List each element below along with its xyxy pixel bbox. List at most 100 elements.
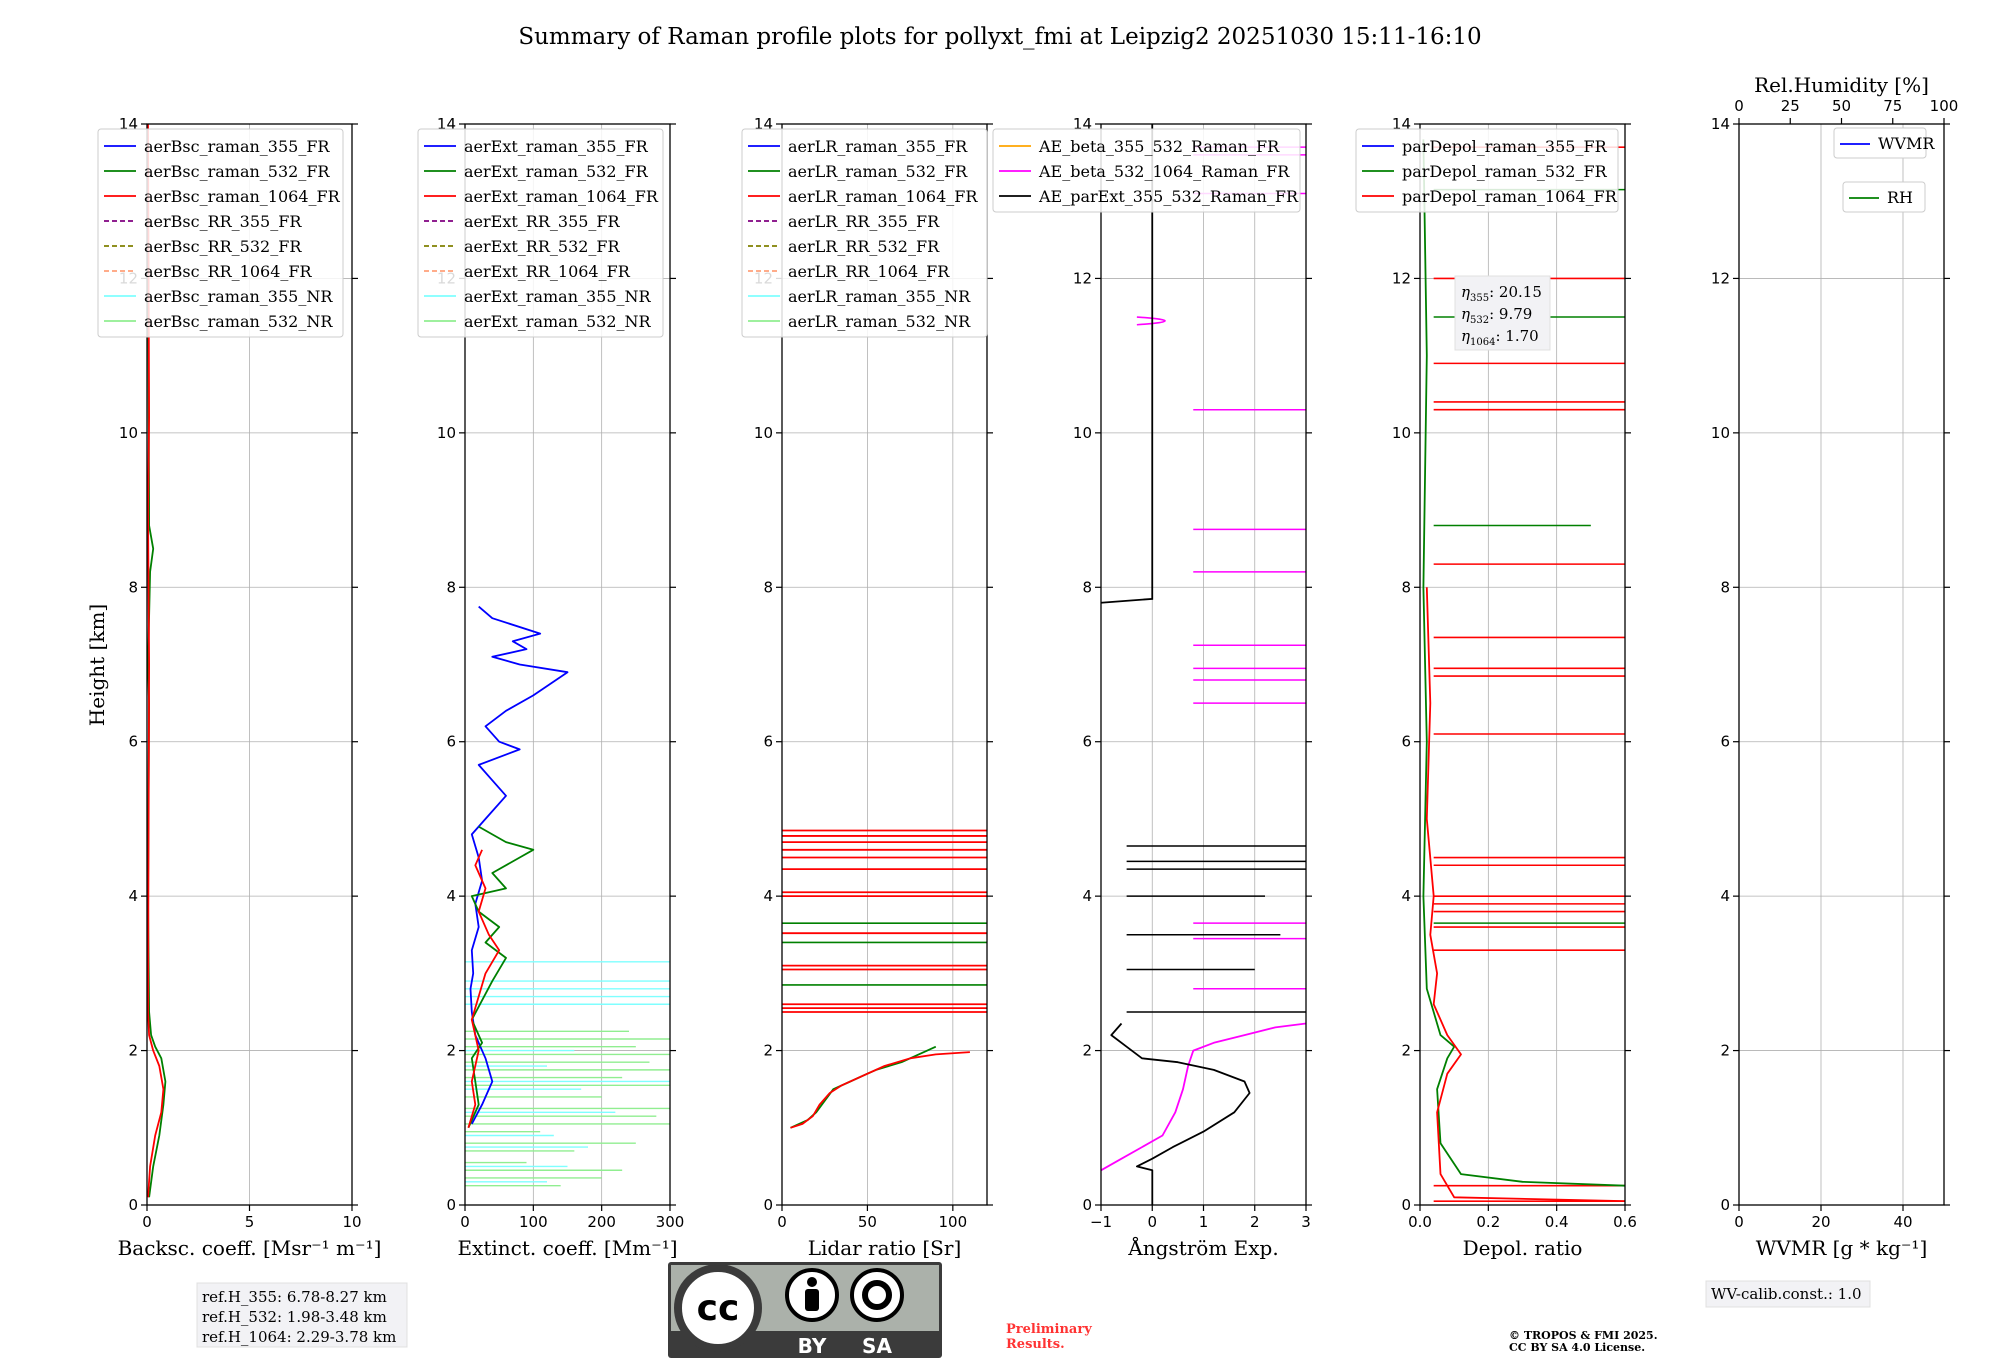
data-area	[465, 605, 670, 1187]
x-axis-label: WVMR [g * kg⁻¹]	[1756, 1236, 1928, 1260]
legend-label: aerLR_raman_1064_FR	[788, 187, 978, 206]
series-parDepol_raman_1064_FR	[1425, 587, 1625, 1202]
axes-frame	[1100, 123, 1307, 1206]
x-tick-label: −1	[1090, 1213, 1112, 1231]
y-tick-label: 6	[446, 733, 456, 751]
legend-label: aerLR_RR_355_FR	[788, 212, 940, 231]
series-aerBsc_raman_1064_FR	[147, 124, 165, 1198]
panel-backscatter: 024681012140510Backsc. coeff. [Msr⁻¹ m⁻¹…	[97, 115, 382, 1260]
x-tick-label: 0	[777, 1213, 787, 1231]
x-tick-label: 0.0	[1408, 1213, 1432, 1231]
legend-label: aerLR_raman_355_FR	[788, 137, 968, 156]
y-tick-label: 4	[763, 887, 773, 905]
x-tick-label: 5	[245, 1213, 255, 1231]
axes-frame	[146, 123, 353, 1206]
x-tick-label: 20	[1811, 1213, 1830, 1231]
legend: AE_beta_355_532_Raman_FR AE_beta_532_1064…	[992, 128, 1301, 213]
sa-label: SA	[862, 1334, 892, 1358]
legend-label: aerLR_RR_532_FR	[788, 237, 940, 256]
legend-box	[417, 128, 664, 338]
y-tick-label: 8	[1720, 578, 1730, 596]
x-tick-label: 300	[656, 1213, 685, 1231]
x-tick-label: 0.2	[1476, 1213, 1500, 1231]
legend-label: parDepol_raman_1064_FR	[1402, 187, 1618, 206]
x-axis-label: Backsc. coeff. [Msr⁻¹ m⁻¹]	[118, 1236, 382, 1260]
axes-frame	[464, 123, 671, 1206]
axes-frame	[1419, 123, 1626, 1206]
legend-label: aerExt_raman_355_NR	[464, 287, 652, 306]
x-axis-label: Depol. ratio	[1463, 1236, 1583, 1260]
preliminary-line-1: Preliminary	[1006, 1322, 1092, 1337]
y-tick-label: 0	[1720, 1196, 1730, 1214]
x-tick-label: 0	[142, 1213, 152, 1231]
y-tick-label: 0	[1082, 1196, 1092, 1214]
y-tick-label: 12	[1392, 269, 1411, 287]
legend-label: aerLR_raman_532_NR	[788, 312, 971, 331]
y-tick-label: 6	[1720, 733, 1730, 751]
x-tick-label: 1	[1199, 1213, 1209, 1231]
y-tick-label: 8	[1401, 578, 1411, 596]
top-x-tick-label: 25	[1781, 97, 1800, 115]
top-x-tick-label: 100	[1930, 97, 1959, 115]
x-axis-label: Ångström Exp.	[1127, 1235, 1278, 1260]
x-tick-label: 0	[1734, 1213, 1744, 1231]
legend-label: aerBsc_raman_532_FR	[144, 162, 330, 181]
top-axis-label: Rel.Humidity [%]	[1754, 73, 1929, 97]
legend-label: AE_parExt_355_532_Raman_FR	[1038, 187, 1299, 206]
y-tick-label: 8	[128, 578, 138, 596]
cc-logo-text: cc	[697, 1288, 740, 1329]
panel-lidar-ratio: 02468101214050100Lidar ratio [Sr]aerLR_r…	[741, 115, 993, 1260]
legend-label: aerBsc_raman_1064_FR	[144, 187, 341, 206]
sa-share-alike-icon	[850, 1268, 904, 1322]
y-tick-label: 6	[1401, 733, 1411, 751]
top-x-tick-label: 0	[1734, 97, 1744, 115]
legend-box	[1355, 128, 1619, 213]
legend: aerLR_raman_355_FR aerLR_raman_532_FR aerL…	[741, 128, 988, 338]
y-tick-label: 4	[128, 887, 138, 905]
y-tick-label: 0	[763, 1196, 773, 1214]
legend-label: aerExt_raman_532_NR	[464, 312, 652, 331]
legend-label: aerExt_RR_1064_FR	[464, 262, 631, 281]
legend-box	[741, 128, 988, 338]
legend-box	[97, 128, 344, 338]
legend: WVMR RH	[1833, 127, 1935, 213]
y-tick-label: 12	[1073, 269, 1092, 287]
x-axis-label: Extinct. coeff. [Mm⁻¹]	[457, 1236, 677, 1260]
legend-label: aerBsc_raman_355_FR	[144, 137, 330, 156]
x-tick-label: 0.4	[1545, 1213, 1569, 1231]
series-AE_beta_532_1064_Raman_FR	[1101, 1022, 1306, 1172]
figure-title: Summary of Raman profile plots for polly…	[518, 24, 1481, 50]
y-tick-label: 8	[763, 578, 773, 596]
y-tick-label: 4	[1082, 887, 1092, 905]
y-tick-label: 8	[1082, 578, 1092, 596]
eta-box	[1454, 275, 1551, 351]
y-tick-label: 2	[446, 1042, 456, 1060]
y-tick-label: 6	[763, 733, 773, 751]
y-tick-label: 4	[446, 887, 456, 905]
legend-label: aerLR_raman_532_FR	[788, 162, 968, 181]
top-x-tick-label: 50	[1832, 97, 1851, 115]
panel-extinction: 024681012140100200300Extinct. coeff. [Mm…	[417, 115, 685, 1260]
ref-height-1064: ref.H_1064: 2.29-3.78 km	[202, 1328, 396, 1346]
y-tick-label: 10	[1392, 424, 1411, 442]
legend-label: AE_beta_532_1064_Raman_FR	[1038, 162, 1290, 181]
y-tick-label: 0	[446, 1196, 456, 1214]
ref-height-355: ref.H_355: 6.78-8.27 km	[202, 1288, 387, 1306]
wv-calib-text: WV-calib.const.: 1.0	[1711, 1285, 1862, 1303]
top-x-tick-label: 75	[1883, 97, 1902, 115]
y-tick-label: 2	[1401, 1042, 1411, 1060]
y-tick-label: 8	[446, 578, 456, 596]
series-parDepol_raman_532_FR	[1422, 139, 1625, 1187]
x-tick-label: 0	[460, 1213, 470, 1231]
legend-label: aerExt_raman_532_FR	[464, 162, 649, 181]
legend-label: aerExt_RR_532_FR	[464, 237, 621, 256]
y-tick-label: 10	[119, 424, 138, 442]
legend-label: aerExt_raman_355_FR	[464, 137, 649, 156]
y-tick-label: 2	[1720, 1042, 1730, 1060]
x-tick-label: 40	[1893, 1213, 1912, 1231]
data-area	[782, 829, 987, 1129]
y-tick-label: 10	[437, 424, 456, 442]
